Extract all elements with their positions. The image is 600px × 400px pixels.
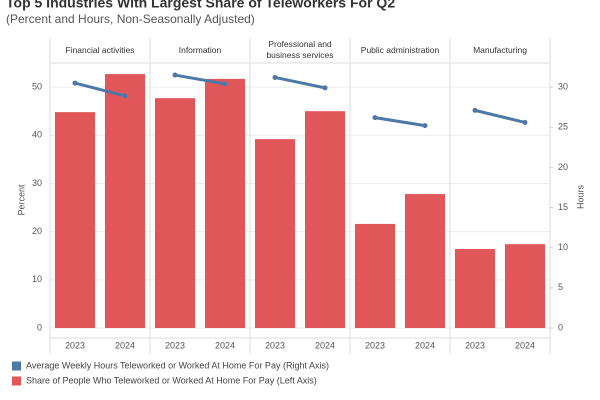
y-tick-label: 50: [32, 81, 42, 91]
line-point: [72, 80, 78, 86]
y-axis-label: Percent: [16, 184, 26, 216]
line-point: [122, 93, 128, 99]
bar: [55, 112, 95, 329]
x-tick-label: 2023: [65, 340, 85, 350]
panel-header-box: Information: [178, 44, 222, 55]
y-tick-label: 0: [37, 322, 42, 332]
x-tick-label: 2023: [465, 340, 485, 350]
y2-tick-label: 10: [558, 242, 568, 252]
panel-header: Manufacturing: [473, 44, 527, 55]
panel-header: Financial activities: [65, 44, 135, 55]
legend-swatch: [12, 361, 21, 371]
panel-header-box: Public administration: [360, 44, 440, 55]
line: [174, 73, 226, 86]
y-tick-label: 20: [32, 226, 42, 236]
bar: [105, 74, 145, 328]
line-point: [422, 123, 428, 129]
line-point: [222, 81, 228, 87]
bar: [505, 244, 545, 328]
panel-header-box: Manufacturing: [473, 44, 527, 55]
panel-header: Professional and business services: [266, 39, 334, 60]
panel-header: Information: [178, 44, 222, 55]
line-point: [372, 115, 378, 121]
x-tick-label: 2023: [165, 340, 185, 350]
line-point: [172, 72, 178, 78]
bar: [455, 248, 495, 328]
panel-header-box: Financial activities: [65, 44, 135, 55]
legend-swatch: [12, 376, 21, 386]
bar: [305, 111, 345, 328]
x-tick-label: 2024: [315, 340, 335, 350]
line-point: [522, 119, 528, 125]
x-tick-label: 2024: [415, 340, 435, 350]
bar: [255, 139, 295, 328]
bar: [405, 194, 445, 328]
line-point: [322, 85, 328, 91]
y2-tick-label: 30: [558, 81, 568, 91]
bar: [355, 223, 395, 328]
chart-title: Top 5 Industries With Largest Share of T…: [6, 0, 395, 11]
bar: [205, 78, 245, 329]
panel-header-box: Professional and business services: [266, 39, 334, 60]
x-tick-label: 2024: [215, 340, 235, 350]
panel-header: Public administration: [360, 44, 440, 55]
legend-label: Share of People Who Teleworked or Worked…: [26, 375, 317, 385]
y-tick-label: 10: [32, 274, 42, 284]
y2-tick-label: 20: [558, 162, 568, 172]
bar: [155, 98, 195, 328]
y2-tick-label: 0: [558, 322, 563, 332]
x-tick-label: 2024: [115, 340, 135, 350]
legend-label: Average Weekly Hours Teleworked or Worke…: [26, 360, 329, 370]
y2-tick-label: 15: [558, 202, 568, 212]
line: [74, 81, 126, 98]
line-point: [272, 74, 278, 80]
x-tick-label: 2024: [515, 340, 535, 350]
chart-subtitle: (Percent and Hours, Non-Seasonally Adjus…: [6, 12, 255, 26]
line: [374, 116, 426, 128]
y-tick-label: 40: [32, 130, 42, 140]
x-tick-label: 2023: [265, 340, 285, 350]
y2-tick-label: 5: [558, 282, 563, 292]
line: [474, 108, 526, 124]
line-point: [472, 107, 478, 113]
y2-tick-label: 25: [558, 122, 568, 132]
y-tick-label: 30: [32, 178, 42, 188]
x-tick-label: 2023: [365, 340, 385, 350]
line: [274, 75, 326, 90]
y2-axis-label: Hours: [575, 185, 585, 210]
